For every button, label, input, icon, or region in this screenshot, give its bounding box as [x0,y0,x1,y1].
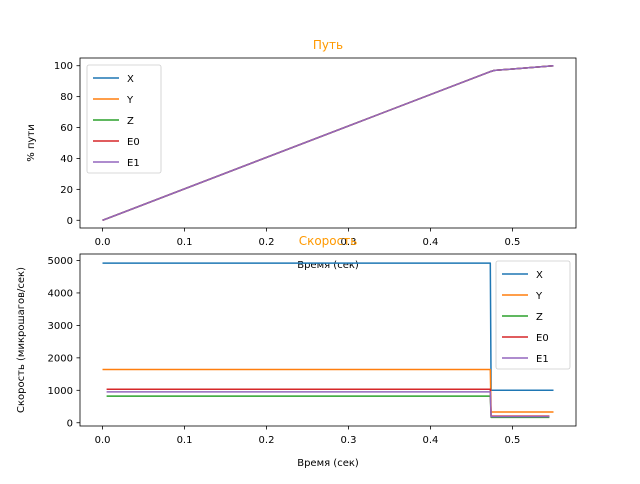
legend-label-e1: E1 [127,158,140,169]
series-line-e1 [106,391,550,418]
series-line-x [102,64,554,222]
legend-label-e0: E0 [536,333,549,344]
x-tick-label: 0.5 [505,435,521,446]
y-tick-label: 2000 [48,353,73,364]
y-tick-label: 20 [60,185,73,196]
legend-label-x: X [536,270,543,281]
x-tick-label: 0.2 [259,237,275,248]
legend: XYZ E0 E1 [495,260,571,370]
y-tick-label: 0 [67,418,73,429]
y-axis-label: Скорость (микрошагов/сек) [16,267,27,413]
series-line-z [106,395,550,419]
axes-frame [79,57,577,229]
legend-label-e0: E0 [127,137,140,148]
series-line-e0 [106,388,550,417]
x-tick-label: 0.1 [177,435,193,446]
y-tick-label: 60 [60,123,73,134]
series-line-e1 [102,64,554,222]
x-tick-label: 0.3 [341,237,357,248]
x-axis-label: Время (сек) [297,260,359,271]
legend-label-y: Y [535,291,543,302]
y-tick-label: 4000 [48,288,73,299]
x-tick-label: 0.5 [505,237,521,248]
y-tick-label: 5000 [48,256,73,267]
y-tick-label: 40 [60,154,73,165]
y-tick-label: 0 [67,216,73,227]
y-tick-label: 1000 [48,386,73,397]
x-tick-label: 0.1 [177,237,193,248]
legend-box [495,260,571,370]
series-line-e0 [102,64,554,222]
y-axis-label: % пути [26,124,37,161]
series-line-y [102,64,554,222]
speed-chart: 0.0 0.1 0.2 0.3 0.4 0.5 0 1000 2000 3000 4000 5000 В… [16,234,577,469]
legend-box [86,64,162,174]
axes-frame [79,253,577,427]
chart-title: Скорость [299,234,358,248]
y-tick-label: 80 [60,92,73,103]
legend-label-e1: E1 [536,354,549,365]
y-tick-label: 100 [54,61,73,72]
x-tick-label: 0.0 [95,435,111,446]
x-tick-label: 0.3 [341,435,357,446]
legend-label-x: X [127,74,134,85]
legend-label-y: Y [126,95,134,106]
legend-label-z: Z [127,116,134,127]
y-tick-label: 3000 [48,321,73,332]
series-line-z [102,64,554,222]
legend-label-z: Z [536,312,543,323]
x-axis-label: Время (сек) [297,458,359,469]
x-tick-label: 0.2 [259,435,275,446]
series-line-y [102,368,554,413]
legend: XYZ E0 E1 [86,64,162,174]
x-tick-label: 0.0 [95,237,111,248]
x-tick-label: 0.4 [423,237,439,248]
chart-title: Путь [313,38,343,52]
path-chart: 0.0 0.1 0.2 0.3 0.4 0.5 0 20 40 60 80 100 Время (сек… [26,38,577,271]
x-tick-label: 0.4 [423,435,439,446]
series-line-x [102,262,554,392]
